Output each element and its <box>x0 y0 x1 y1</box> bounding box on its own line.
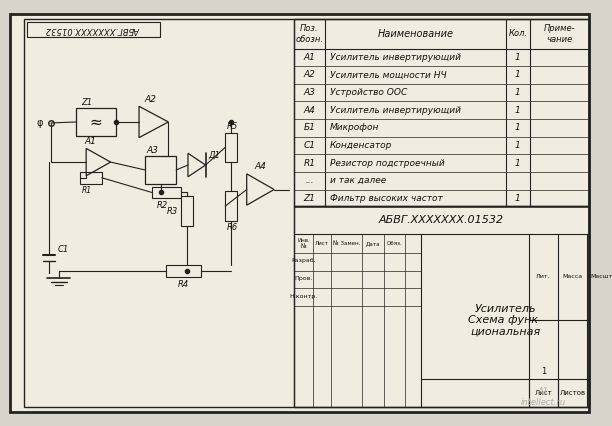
Text: Приме-
чание: Приме- чание <box>543 24 575 43</box>
Bar <box>28 22 160 37</box>
Text: Масшт.: Масшт. <box>590 274 612 279</box>
Text: Лист: Лист <box>315 241 329 246</box>
Text: Лист: Лист <box>534 390 552 396</box>
Bar <box>225 191 237 221</box>
Text: Усилитель инвертирующий: Усилитель инвертирующий <box>330 106 461 115</box>
Text: R6: R6 <box>227 223 239 232</box>
Text: Н.контр.: Н.контр. <box>289 294 318 299</box>
Text: Лит.: Лит. <box>536 274 551 279</box>
Text: R4: R4 <box>178 280 189 289</box>
Text: ...: ... <box>305 176 314 185</box>
Text: Микрофон: Микрофон <box>330 123 379 132</box>
Text: АБВГ.XXXXXXX.01532: АБВГ.XXXXXXX.01532 <box>379 215 504 225</box>
Bar <box>152 187 181 199</box>
Bar <box>76 108 116 135</box>
Text: А3: А3 <box>147 146 159 155</box>
Text: А4: А4 <box>255 162 266 172</box>
Text: R3: R3 <box>166 207 177 216</box>
Text: Z1: Z1 <box>81 98 92 107</box>
Text: 1: 1 <box>515 123 521 132</box>
Text: Наименование: Наименование <box>378 29 453 39</box>
Text: Поз.
обозн.: Поз. обозн. <box>296 24 323 43</box>
Bar <box>181 196 193 226</box>
Text: А3: А3 <box>304 88 315 97</box>
Text: Инв.
№: Инв. № <box>297 238 310 249</box>
Text: φ: φ <box>37 118 43 128</box>
Text: АБВГ.XXXXXXX.01532: АБВГ.XXXXXXX.01532 <box>46 26 140 35</box>
Text: А1: А1 <box>304 53 315 62</box>
Text: А4: А4 <box>304 106 315 115</box>
Text: 1: 1 <box>515 141 521 150</box>
Text: ≈: ≈ <box>89 115 102 130</box>
Text: Обяз.: Обяз. <box>387 241 403 246</box>
Text: Конденсатор: Конденсатор <box>330 141 392 150</box>
Text: 1: 1 <box>515 158 521 167</box>
Text: Разраб.: Разраб. <box>291 259 316 263</box>
Text: R1: R1 <box>304 158 315 167</box>
Text: 1: 1 <box>541 367 546 376</box>
Text: Усилитель мощности НЧ: Усилитель мощности НЧ <box>330 70 447 80</box>
Bar <box>225 133 237 162</box>
Text: Усилитель
Схема функ-
циональная: Усилитель Схема функ- циональная <box>468 304 542 337</box>
Text: А2: А2 <box>145 95 157 104</box>
Text: Листов: Листов <box>559 390 586 396</box>
Text: № Замен.: № Замен. <box>333 241 360 246</box>
Text: R2: R2 <box>157 201 168 210</box>
Text: Дата: Дата <box>366 241 380 246</box>
Bar <box>294 206 589 407</box>
Text: Пров.: Пров. <box>294 276 313 281</box>
Text: Z1: Z1 <box>304 194 315 203</box>
Bar <box>145 156 176 184</box>
Text: 1: 1 <box>515 106 521 115</box>
Text: А1: А1 <box>84 137 96 146</box>
Text: Масса: Масса <box>562 274 583 279</box>
Text: Фильтр высоких частот: Фильтр высоких частот <box>330 194 442 203</box>
Text: Усилитель инвертирующий: Усилитель инвертирующий <box>330 53 461 62</box>
Text: R5: R5 <box>227 122 239 131</box>
Text: А2: А2 <box>304 70 315 80</box>
Text: 1: 1 <box>515 70 521 80</box>
Text: 1: 1 <box>515 88 521 97</box>
Text: Кол.: Кол. <box>509 29 528 38</box>
Text: и так далее: и так далее <box>330 176 386 185</box>
Bar <box>80 172 102 184</box>
Text: Устройство ООС: Устройство ООС <box>330 88 407 97</box>
Text: R1: R1 <box>82 186 92 195</box>
Text: Д1: Д1 <box>209 151 220 160</box>
Text: C1: C1 <box>58 245 69 254</box>
Text: Б1: Б1 <box>304 123 315 132</box>
Bar <box>166 265 201 276</box>
Text: 1: 1 <box>515 53 521 62</box>
Bar <box>294 19 589 206</box>
Text: A1
intellect.ru: A1 intellect.ru <box>521 387 566 407</box>
Text: Резистор подстроечный: Резистор подстроечный <box>330 158 445 167</box>
Text: 1: 1 <box>515 194 521 203</box>
Text: С1: С1 <box>304 141 315 150</box>
